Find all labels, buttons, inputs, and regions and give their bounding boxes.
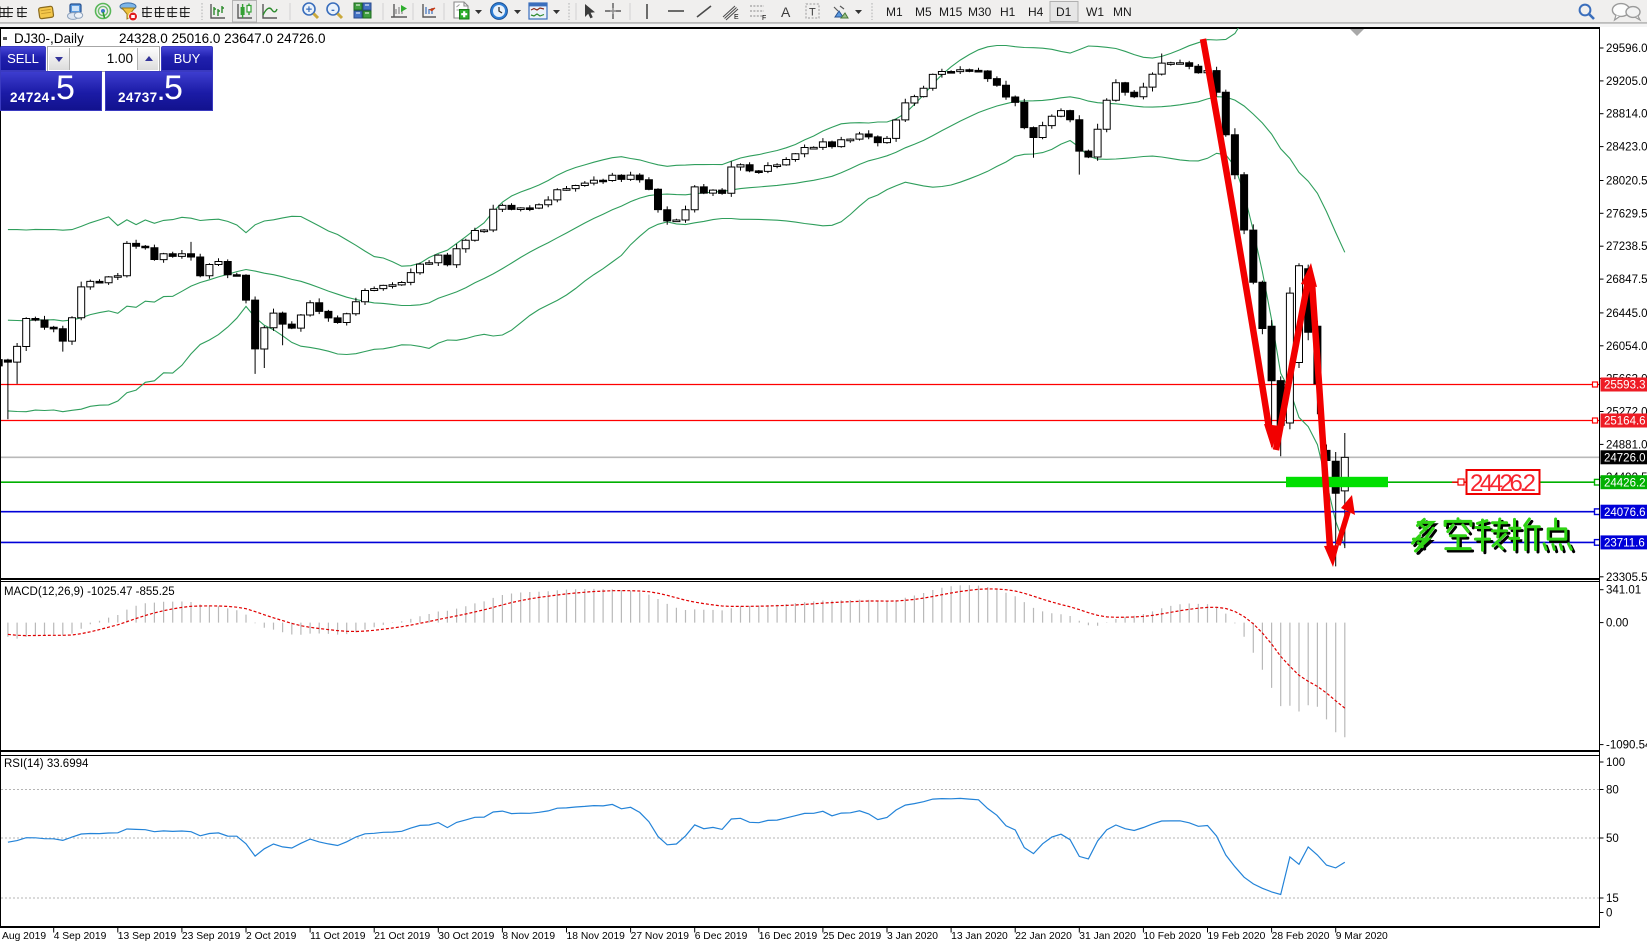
svg-text:27629.5: 27629.5 — [1606, 208, 1647, 220]
svg-text:4 Sep 2019: 4 Sep 2019 — [54, 931, 107, 942]
svg-text:27 Nov 2019: 27 Nov 2019 — [631, 931, 690, 942]
svg-text:29205.0: 29205.0 — [1606, 76, 1647, 88]
svg-text:0: 0 — [1606, 908, 1612, 920]
svg-text:24881.0: 24881.0 — [1606, 439, 1647, 451]
svg-text:24426.2: 24426.2 — [1604, 477, 1646, 489]
svg-text:13 Sep 2019: 13 Sep 2019 — [118, 931, 177, 942]
svg-text:26054.0: 26054.0 — [1606, 341, 1647, 353]
svg-text:8 Nov 2019: 8 Nov 2019 — [502, 931, 555, 942]
svg-text:23 Sep 2019: 23 Sep 2019 — [182, 931, 241, 942]
svg-text:23305.5: 23305.5 — [1606, 572, 1647, 584]
svg-text:25593.3: 25593.3 — [1604, 380, 1646, 392]
svg-text:M30: M30 — [968, 5, 992, 19]
svg-text:28020.5: 28020.5 — [1606, 176, 1647, 188]
svg-text:28 Feb 2020: 28 Feb 2020 — [1272, 931, 1330, 942]
svg-text:24726.0: 24726.0 — [1604, 453, 1646, 465]
svg-text:11 Oct 2019: 11 Oct 2019 — [310, 931, 366, 942]
svg-text:30 Oct 2019: 30 Oct 2019 — [438, 931, 494, 942]
svg-text:-: - — [331, 4, 335, 16]
svg-text:MACD(12,26,9) -1025.47 -855.25: MACD(12,26,9) -1025.47 -855.25 — [4, 586, 175, 598]
svg-text:+: + — [306, 4, 312, 16]
svg-text:16 Dec 2019: 16 Dec 2019 — [759, 931, 818, 942]
svg-text:6 Dec 2019: 6 Dec 2019 — [695, 931, 748, 942]
svg-text:24426.2: 24426.2 — [1470, 470, 1536, 497]
svg-text:27238.5: 27238.5 — [1606, 241, 1647, 253]
svg-text:DJ30-,Daily: DJ30-,Daily — [14, 31, 84, 46]
svg-text:23711.6: 23711.6 — [1604, 538, 1645, 550]
svg-text:24328.0 25016.0 23647.0 24726.: 24328.0 25016.0 23647.0 24726.0 — [119, 31, 325, 46]
svg-text:24076.6: 24076.6 — [1604, 507, 1646, 519]
svg-text:26847.5: 26847.5 — [1606, 274, 1647, 286]
svg-text:E: E — [734, 14, 739, 21]
svg-text:29596.0: 29596.0 — [1606, 43, 1647, 55]
svg-text:M1: M1 — [886, 5, 903, 19]
svg-text:A: A — [781, 4, 791, 20]
svg-text:341.01: 341.01 — [1606, 585, 1641, 597]
svg-text:80: 80 — [1606, 785, 1619, 797]
svg-text:W1: W1 — [1086, 5, 1104, 19]
svg-text:MN: MN — [1113, 5, 1132, 19]
svg-text:10 Feb 2020: 10 Feb 2020 — [1143, 931, 1201, 942]
svg-text:100: 100 — [1606, 757, 1625, 769]
svg-text:15: 15 — [1606, 893, 1619, 905]
svg-text:0.00: 0.00 — [1606, 618, 1628, 630]
svg-text:21 Oct 2019: 21 Oct 2019 — [374, 931, 430, 942]
svg-text:26445.0: 26445.0 — [1606, 308, 1647, 320]
svg-text:28423.0: 28423.0 — [1606, 142, 1647, 154]
svg-text:25 Dec 2019: 25 Dec 2019 — [823, 931, 882, 942]
svg-text:22 Jan 2020: 22 Jan 2020 — [1015, 931, 1072, 942]
svg-text:-1090.54: -1090.54 — [1606, 740, 1647, 752]
svg-text:H4: H4 — [1028, 5, 1044, 19]
svg-text:31 Jan 2020: 31 Jan 2020 — [1079, 931, 1136, 942]
svg-text:T: T — [809, 7, 816, 19]
svg-text:28814.0: 28814.0 — [1606, 109, 1647, 121]
svg-text:D1: D1 — [1056, 5, 1072, 19]
svg-text:25164.6: 25164.6 — [1604, 416, 1646, 428]
svg-text:9 Mar 2020: 9 Mar 2020 — [1336, 931, 1388, 942]
svg-text:RSI(14) 33.6994: RSI(14) 33.6994 — [4, 758, 89, 770]
svg-text:Aug 2019: Aug 2019 — [2, 931, 46, 942]
svg-text:18 Nov 2019: 18 Nov 2019 — [567, 931, 626, 942]
svg-text:3 Jan 2020: 3 Jan 2020 — [887, 931, 938, 942]
svg-text:2 Oct 2019: 2 Oct 2019 — [246, 931, 297, 942]
svg-text:13 Jan 2020: 13 Jan 2020 — [951, 931, 1008, 942]
svg-text:50: 50 — [1606, 833, 1619, 845]
svg-text:M15: M15 — [939, 5, 963, 19]
svg-text:M5: M5 — [915, 5, 932, 19]
svg-text:F: F — [762, 15, 766, 22]
svg-text:19 Feb 2020: 19 Feb 2020 — [1208, 931, 1266, 942]
svg-text:H1: H1 — [1000, 5, 1016, 19]
